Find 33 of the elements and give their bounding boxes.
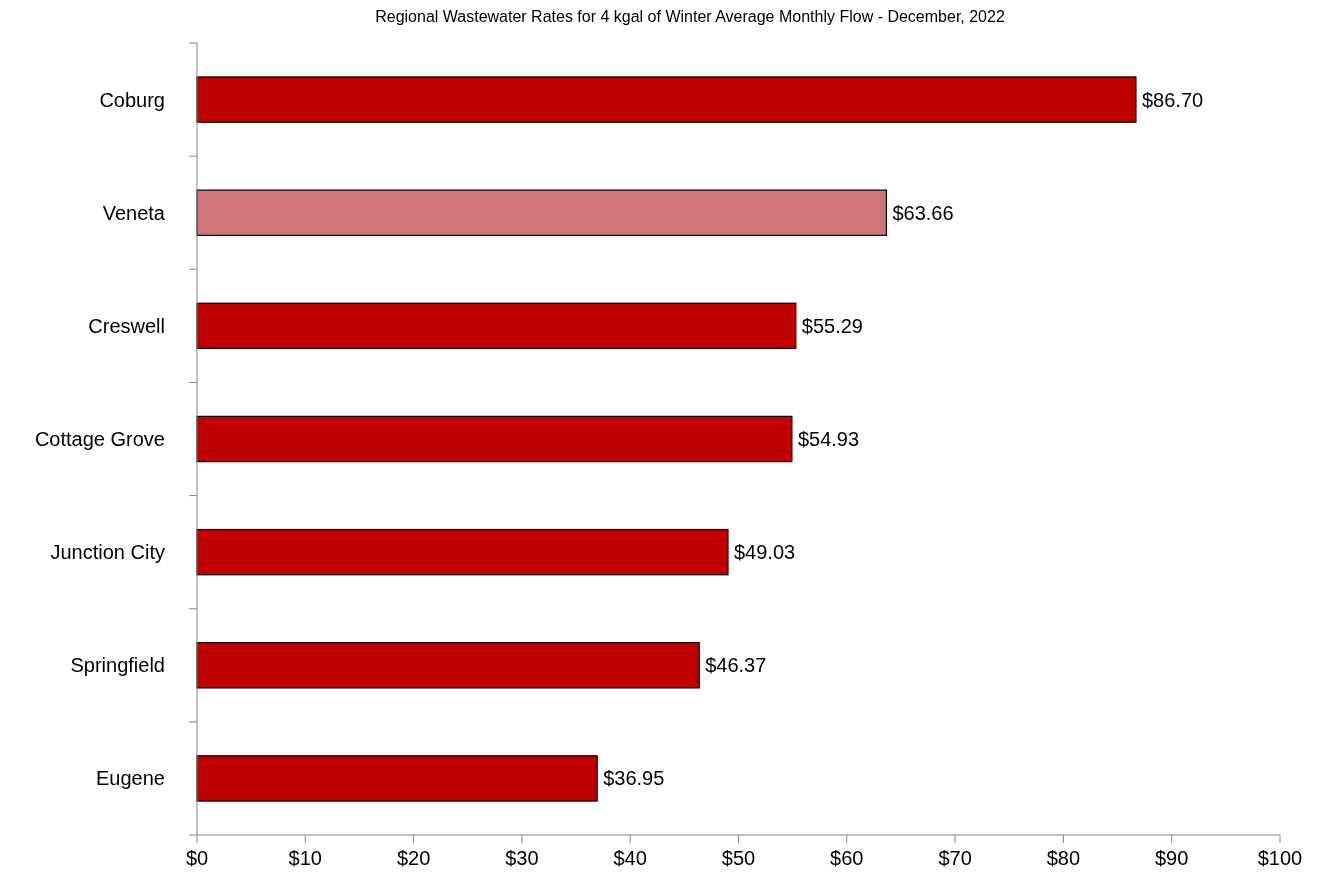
x-tick-label: $0 [185, 847, 209, 869]
data-label: $86.70 [1141, 88, 1204, 111]
data-label: $54.93 [797, 428, 860, 450]
x-tick-label: $90 [1155, 847, 1189, 869]
bar [196, 415, 793, 463]
y-tick-label: Eugene [96, 767, 165, 790]
data-label: $46.37 [705, 654, 767, 677]
data-label: $49.03 [733, 541, 796, 564]
x-tick-label: $50 [721, 847, 756, 869]
x-tick-label: $60 [830, 847, 864, 869]
x-tick-label: $70 [938, 847, 972, 869]
y-tick-label: Veneta [102, 201, 166, 224]
bar [196, 755, 598, 802]
y-tick-label: Springfield [70, 654, 165, 677]
x-tick-label: $10 [288, 847, 322, 869]
y-tick-label: Creswell [88, 314, 165, 337]
bar [196, 189, 888, 236]
bar [196, 76, 1137, 123]
x-tick-label: $30 [505, 847, 539, 869]
data-label: $36.95 [603, 767, 665, 790]
chart-title: Regional Wastewater Rates for 4 kgal of Winter Average Monthly Flow - December, 2022 [375, 8, 1005, 25]
bar [196, 302, 797, 350]
y-tick-label: Junction City [50, 541, 165, 564]
y-tick-label: Coburg [99, 88, 165, 111]
data-label: $63.66 [892, 201, 954, 224]
data-label: $55.29 [801, 314, 863, 337]
bar [196, 528, 729, 576]
x-tick-label: $20 [396, 847, 431, 869]
x-tick-label: $40 [613, 847, 647, 869]
bar [196, 642, 700, 689]
x-tick-label: $100 [1257, 847, 1303, 869]
y-tick-label: Cottage Grove [34, 428, 165, 450]
x-tick-label: $80 [1046, 847, 1081, 869]
